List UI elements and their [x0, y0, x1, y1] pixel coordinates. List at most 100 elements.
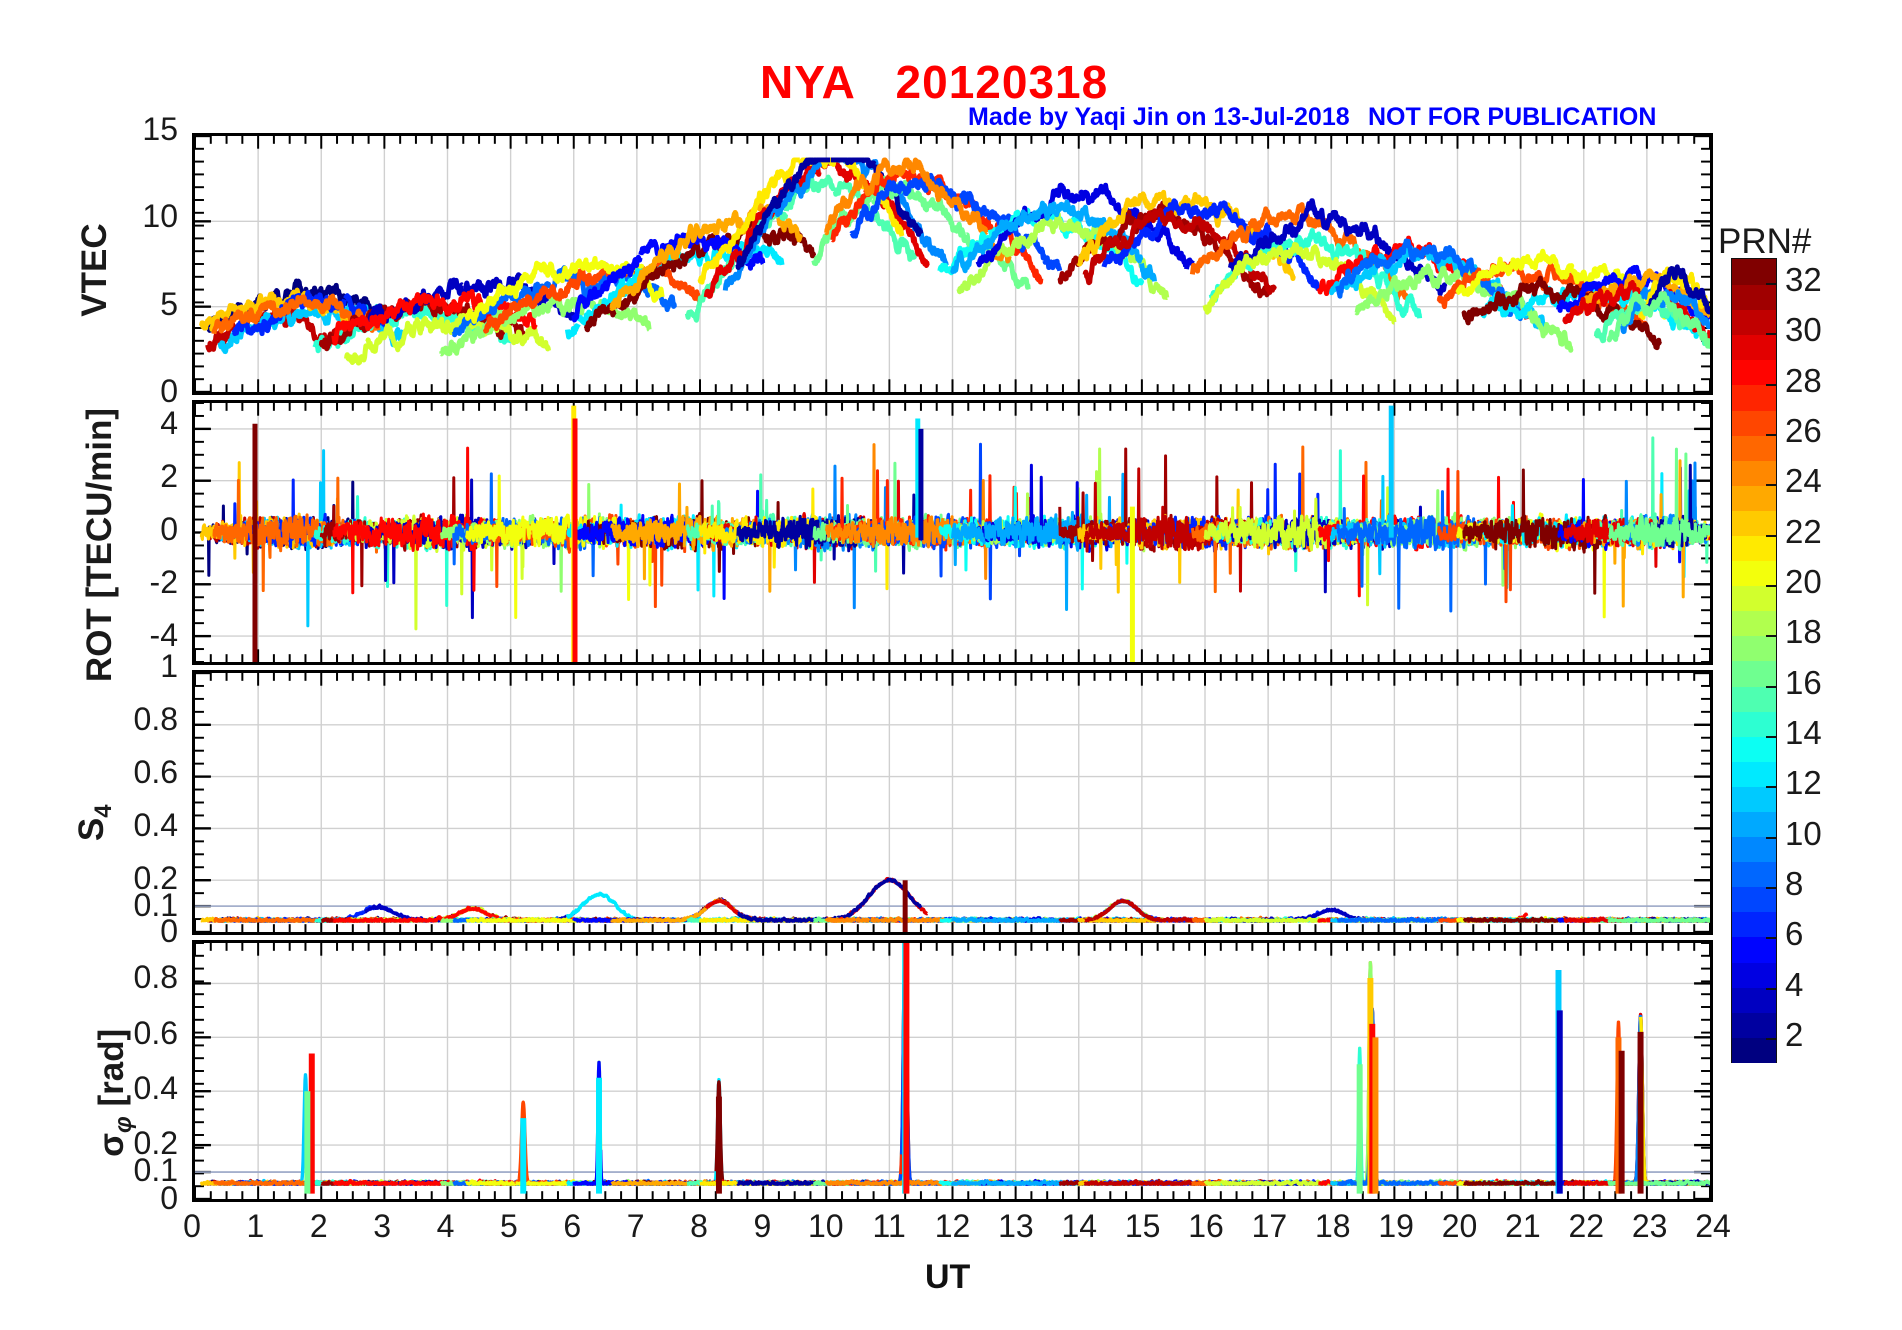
y-tick-label: -2	[149, 563, 178, 600]
y-tick-label: 0.2	[133, 860, 178, 896]
panel-rot	[192, 400, 1713, 665]
x-tick-label: 10	[807, 1208, 844, 1244]
sigma-phi-plot-canvas	[195, 943, 1710, 1199]
rot-plot-canvas	[195, 403, 1710, 662]
colorbar-title: PRN#	[1718, 222, 1812, 261]
colorbar-tick-label: 26	[1785, 412, 1822, 450]
colorbar-band	[1732, 961, 1776, 988]
x-tick-label: 17	[1251, 1208, 1288, 1244]
colorbar-tick-mark	[1766, 333, 1777, 336]
y-tick-label: 0.8	[133, 701, 178, 737]
colorbar-band	[1732, 710, 1776, 737]
y-tick-label: 0.2	[133, 1124, 178, 1161]
colorbar-band	[1732, 585, 1776, 612]
y-tick-label: 15	[142, 111, 178, 147]
colorbar-tick-mark	[1766, 735, 1777, 738]
colorbar-tick-mark	[1766, 1037, 1777, 1040]
colorbar-tick-mark	[1766, 635, 1777, 638]
colorbar-tick-mark	[1766, 937, 1777, 940]
colorbar-band	[1732, 359, 1776, 386]
colorbar-tick-mark	[1766, 836, 1777, 839]
x-tick-label: 14	[1061, 1208, 1098, 1244]
panel-sigma-phi	[192, 940, 1713, 1202]
colorbar-tick-mark	[1766, 786, 1777, 789]
x-tick-label: 3	[373, 1208, 392, 1244]
x-tick-label: 16	[1188, 1208, 1224, 1244]
colorbar-band	[1732, 811, 1776, 838]
colorbar-tick-mark	[1766, 886, 1777, 889]
x-tick-label: 20	[1441, 1208, 1478, 1244]
plot-title: NYA 20120318	[760, 56, 1109, 108]
x-tick-label: 2	[309, 1208, 328, 1244]
colorbar-band	[1732, 1011, 1776, 1038]
colorbar-tick-label: 24	[1785, 462, 1822, 500]
colorbar-tick-label: 14	[1785, 713, 1822, 751]
publication-disclaimer: NOT FOR PUBLICATION	[1368, 103, 1657, 131]
colorbar-band	[1732, 836, 1776, 863]
colorbar-band	[1732, 334, 1776, 361]
colorbar-tick-mark	[1766, 585, 1777, 588]
colorbar-band	[1732, 610, 1776, 637]
y-tick-label: 5	[160, 285, 178, 322]
x-tick-label: 22	[1568, 1208, 1605, 1244]
x-tick-label: 4	[436, 1208, 455, 1244]
colorbar-tick-mark	[1766, 484, 1777, 487]
colorbar-tick-label: 10	[1785, 814, 1822, 852]
colorbar-band	[1732, 635, 1776, 662]
y-tick-label: 4	[160, 404, 178, 441]
x-tick-label: 7	[626, 1208, 645, 1244]
y-tick-label: 0.1	[133, 1152, 178, 1189]
colorbar-tick-label: 12	[1785, 764, 1822, 802]
y-tick-label: 0.6	[133, 1014, 178, 1051]
y-tick-label: 0.1	[133, 886, 178, 923]
colorbar-band	[1732, 735, 1776, 762]
colorbar-tick-label: 32	[1785, 261, 1822, 299]
x-tick-label: 5	[499, 1208, 518, 1244]
x-tick-label: 8	[690, 1208, 708, 1244]
colorbar-band	[1732, 259, 1776, 286]
panel-vtec	[192, 133, 1713, 395]
s4-plot-canvas	[195, 673, 1710, 932]
colorbar[interactable]	[1731, 258, 1777, 1063]
colorbar-tick-mark	[1766, 283, 1777, 286]
vtec-plot-canvas	[195, 136, 1710, 392]
colorbar-band	[1732, 685, 1776, 712]
x-tick-label: 11	[872, 1208, 906, 1244]
y-tick-label: 0	[160, 510, 178, 547]
colorbar-tick-mark	[1766, 434, 1777, 437]
y-tick-label: 0	[160, 913, 178, 949]
colorbar-band	[1732, 459, 1776, 486]
y-tick-label: 2	[160, 457, 178, 494]
colorbar-band	[1732, 785, 1776, 813]
x-tick-label: 24	[1695, 1208, 1731, 1244]
colorbar-band	[1732, 484, 1776, 511]
y-tick-label: 0.8	[133, 959, 178, 996]
colorbar-tick-label: 22	[1785, 512, 1822, 550]
colorbar-tick-label: 6	[1785, 915, 1804, 953]
colorbar-tick-label: 8	[1785, 864, 1804, 902]
colorbar-band	[1732, 434, 1776, 461]
y-tick-label: 0.4	[133, 1069, 178, 1106]
colorbar-tick-label: 20	[1785, 563, 1822, 601]
x-tick-label: 9	[753, 1208, 772, 1244]
colorbar-band	[1732, 986, 1776, 1013]
colorbar-band	[1732, 861, 1776, 888]
x-tick-label: 23	[1631, 1208, 1668, 1244]
colorbar-tick-mark	[1766, 685, 1777, 688]
author-annotation: Made by Yaqi Jin on 13-Jul-2018	[968, 103, 1350, 131]
y-tick-label: 0.4	[133, 807, 178, 843]
x-tick-label: 19	[1378, 1208, 1414, 1244]
y-tick-label: 10	[142, 198, 178, 235]
colorbar-band	[1732, 1036, 1776, 1063]
colorbar-band	[1732, 911, 1776, 938]
colorbar-band	[1732, 535, 1776, 562]
colorbar-tick-label: 18	[1785, 613, 1822, 651]
colorbar-band	[1732, 936, 1776, 963]
x-tick-label: 21	[1505, 1208, 1541, 1244]
y-tick-label: -4	[149, 616, 178, 653]
colorbar-tick-mark	[1766, 383, 1777, 386]
colorbar-tick-label: 2	[1785, 1015, 1804, 1053]
y-tick-label: 0.6	[133, 754, 178, 790]
colorbar-band	[1732, 509, 1776, 536]
colorbar-band	[1732, 886, 1776, 913]
